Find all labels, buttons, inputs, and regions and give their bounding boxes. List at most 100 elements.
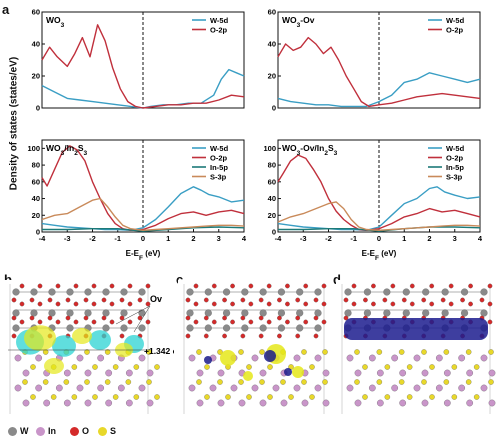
atom	[19, 319, 25, 325]
atom	[406, 394, 413, 400]
atom	[313, 297, 319, 303]
atom	[266, 301, 272, 307]
atom	[285, 319, 290, 325]
atom	[313, 315, 319, 321]
atom	[97, 384, 105, 392]
atom	[277, 288, 285, 296]
atom	[230, 301, 235, 307]
atom	[225, 394, 231, 400]
atom	[138, 384, 146, 392]
atom	[204, 364, 210, 370]
atom	[185, 333, 191, 339]
plot-title: WO3-Ov	[282, 15, 315, 29]
atom	[280, 379, 286, 385]
y-tick-label: 20	[268, 211, 276, 220]
atom	[468, 301, 473, 307]
atom	[133, 394, 140, 400]
atom	[383, 288, 391, 296]
atom	[71, 394, 78, 400]
atom	[112, 364, 119, 370]
atom	[460, 297, 465, 303]
atom	[14, 354, 22, 362]
charge-density-region	[292, 366, 304, 378]
y-axis-label: Density of states (states/eV)	[8, 56, 20, 191]
atom	[371, 283, 376, 289]
atom	[277, 333, 282, 339]
atom	[127, 319, 133, 325]
atom	[267, 364, 273, 370]
atom	[293, 384, 301, 392]
atom	[421, 369, 429, 377]
atom	[363, 309, 371, 317]
x-tick-label: 1	[166, 234, 170, 243]
atom-symbol: O	[82, 426, 90, 436]
atom	[83, 297, 89, 303]
atom	[203, 297, 209, 303]
atom	[468, 283, 473, 289]
atom	[30, 394, 36, 400]
atom	[343, 297, 349, 303]
panel-label-b: b	[4, 272, 12, 287]
series-line-o-2p	[41, 145, 245, 231]
atom	[186, 309, 194, 317]
atom	[296, 309, 304, 317]
y-tick-label: 20	[32, 211, 40, 220]
atom	[125, 369, 133, 377]
atom	[222, 333, 227, 339]
series-line-in-5p	[278, 226, 481, 232]
atom	[259, 288, 267, 296]
atom-symbol: In	[48, 426, 56, 436]
atom	[146, 399, 154, 407]
atom	[146, 369, 154, 377]
atom	[30, 364, 36, 370]
x-tick-label: 2	[427, 234, 431, 243]
atom	[441, 309, 449, 317]
atom	[272, 384, 280, 392]
series-line-o-2p	[277, 154, 481, 231]
atom	[30, 288, 38, 296]
atom	[12, 309, 20, 317]
dos-plot-wo3-ov-in2s3: 0 20 40 60 80 100 -4 -3 -2 -1 0 1 2 3 4 WO3-Ov/In2S3 W-5…	[256, 136, 486, 262]
atom	[376, 399, 384, 407]
atom	[473, 364, 480, 370]
atom	[303, 301, 309, 307]
atom	[259, 379, 265, 385]
atom	[47, 297, 53, 303]
atom	[443, 379, 450, 385]
x-tick-label: -2	[325, 234, 332, 243]
atom	[119, 297, 125, 303]
atom	[240, 333, 246, 339]
atom	[55, 384, 63, 392]
atom	[295, 333, 301, 339]
atom	[84, 399, 92, 407]
atom	[285, 301, 290, 307]
charge-density-region	[264, 350, 276, 362]
atom	[296, 324, 304, 332]
legend-label: In-5p	[210, 163, 228, 172]
atom	[301, 349, 307, 355]
atom	[322, 379, 328, 385]
atom	[473, 394, 480, 400]
legend-label: W-5d	[210, 144, 229, 153]
atom	[440, 297, 446, 303]
charge-density-region	[204, 356, 212, 364]
charge-density-band	[344, 318, 488, 340]
y-tick-label: 100	[263, 144, 276, 153]
atom	[73, 301, 79, 307]
atom	[421, 297, 427, 303]
y-tick-label: 40	[32, 40, 40, 49]
charge-density-region	[220, 350, 236, 366]
atom	[63, 399, 71, 407]
series-line-s-3p	[41, 197, 245, 231]
plot-title: WO3	[46, 15, 65, 29]
atom	[488, 399, 496, 407]
y-tick-label: 0	[36, 228, 40, 237]
atom	[138, 354, 146, 362]
atom	[391, 384, 399, 392]
atom	[448, 283, 454, 289]
dos-plot-wo3-ov: 0 20 40 60 WO3-Ov W-5d O-2p	[256, 8, 486, 114]
atom	[399, 399, 407, 407]
atom	[109, 283, 115, 289]
atom	[443, 349, 450, 355]
atom	[223, 309, 231, 317]
